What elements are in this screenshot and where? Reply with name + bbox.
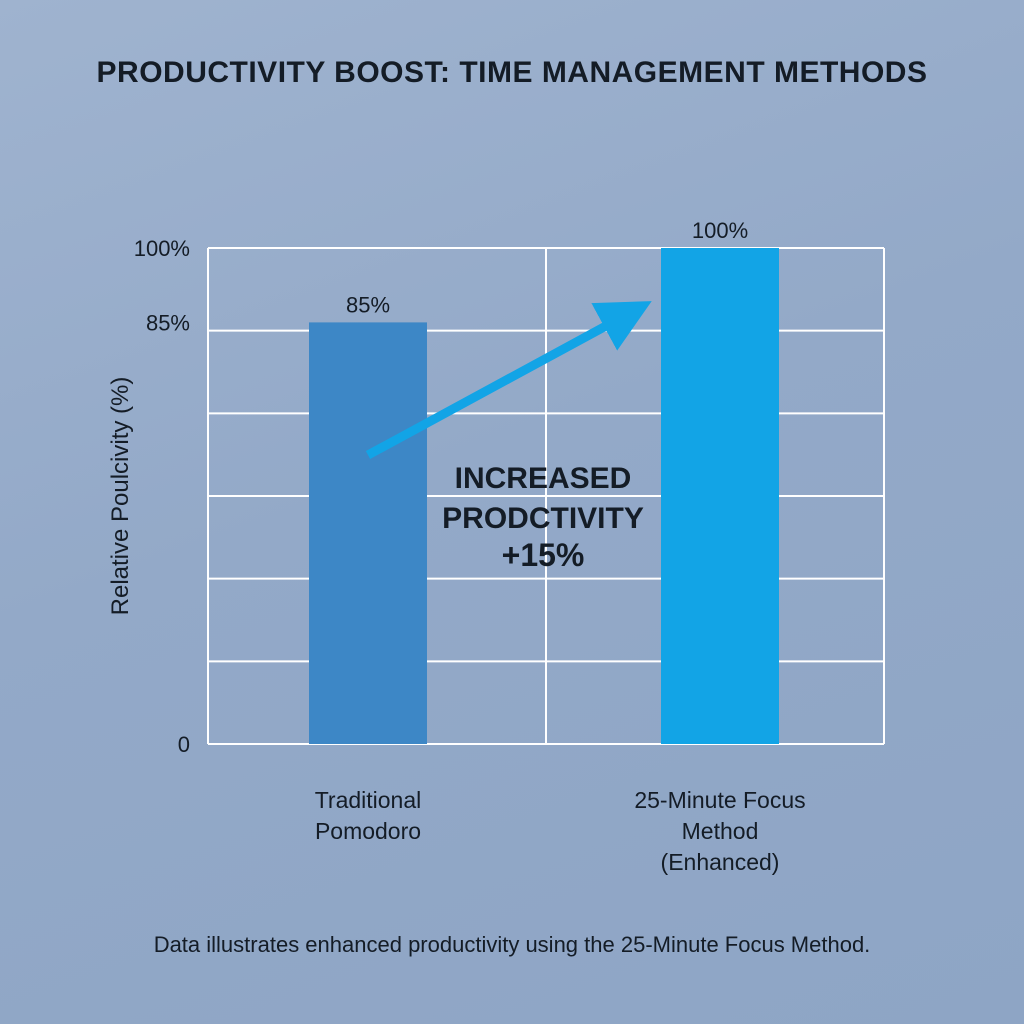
bar-value-label: 100%: [692, 218, 748, 243]
y-tick-label: 85%: [146, 310, 190, 335]
category-label: Pomodoro: [315, 818, 421, 844]
y-axis-label: Relative Poulcivity (%): [107, 377, 134, 616]
category-label: 25-Minute Focus: [634, 787, 805, 813]
chart-caption: Data illustrates enhanced productivity u…: [153, 932, 871, 957]
category-label: Traditional: [315, 787, 422, 813]
bar: [661, 248, 779, 744]
category-label: (Enhanced): [661, 849, 780, 875]
bars: [309, 248, 779, 744]
chart-title: PRODUCTIVITY BOOST: TIME MANAGEMENT METH…: [96, 56, 928, 89]
annotation-text: +15%: [502, 537, 585, 573]
bar-value-label: 85%: [346, 292, 390, 317]
annotation-text: INCREASED: [455, 462, 632, 495]
increase-arrow-icon: [365, 301, 652, 459]
category-label: Method: [682, 818, 759, 844]
y-tick-label: 0: [178, 732, 190, 757]
labels: 100% 85% 0 Relative Poulcivity (%) 85% Tradit…: [107, 218, 806, 875]
y-tick-label: 100%: [134, 236, 190, 261]
bar: [309, 322, 427, 744]
annotation-text: PRODCTIVITY: [442, 502, 644, 535]
